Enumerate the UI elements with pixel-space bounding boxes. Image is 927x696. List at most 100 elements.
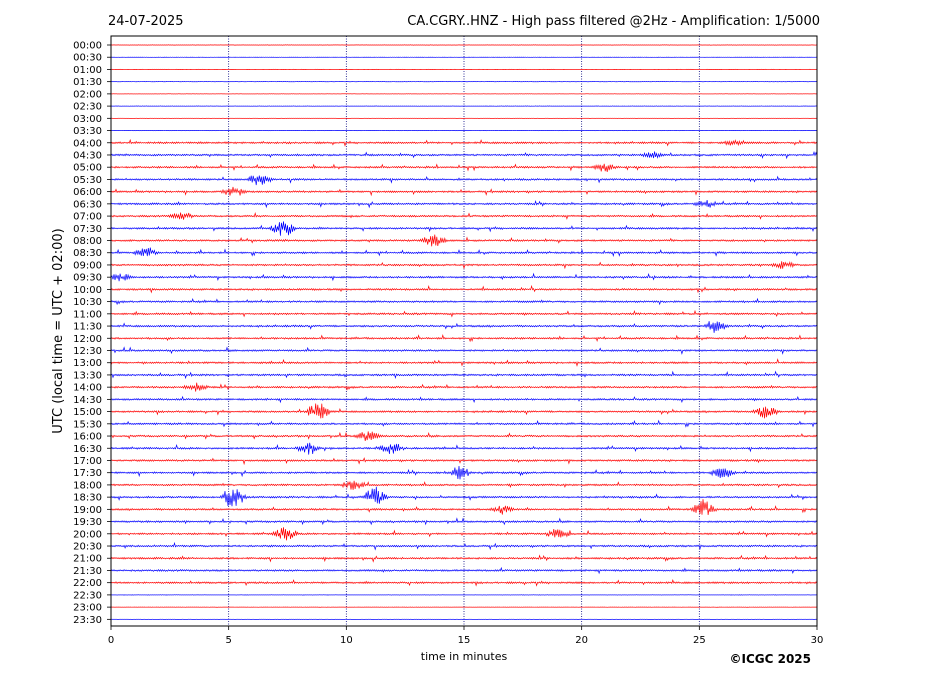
y-tick-label: 20:00 — [73, 529, 102, 540]
trace-row-1300 — [110, 358, 818, 367]
trace-row-1700 — [110, 457, 818, 466]
y-tick-label: 12:00 — [73, 334, 102, 345]
y-tick-label: 05:30 — [73, 175, 102, 186]
x-tick-label: 0 — [108, 635, 114, 646]
y-tick-label: 06:00 — [73, 187, 102, 198]
trace-row-1800 — [110, 480, 818, 490]
y-tick-label: 08:30 — [73, 248, 102, 259]
trace-row-1330 — [110, 370, 818, 380]
y-tick-label: 08:00 — [73, 236, 102, 247]
trace-row-1000 — [110, 284, 818, 294]
y-tick-label: 21:00 — [73, 554, 102, 565]
y-tick-label: 07:30 — [73, 224, 102, 235]
trace-row-1430 — [110, 395, 818, 404]
trace-row-0930 — [110, 272, 818, 282]
trace-rows — [110, 44, 818, 620]
y-tick-label: 03:30 — [73, 126, 102, 137]
trace-row-2200 — [110, 578, 818, 587]
trace-row-1030 — [110, 297, 818, 306]
y-tick-label: 02:00 — [73, 89, 102, 100]
x-tick-label: 20 — [575, 635, 588, 646]
copyright-label: ©ICGC 2025 — [729, 652, 811, 666]
trace-row-0400 — [110, 138, 818, 147]
trace-row-0530 — [110, 175, 818, 186]
x-axis-ticks: 0 5 10 15 20 25 30 — [108, 626, 824, 646]
y-tick-label: 19:00 — [73, 505, 102, 516]
y-tick-label: 05:00 — [73, 163, 102, 174]
y-tick-label: 06:30 — [73, 199, 102, 210]
y-tick-label: 00:00 — [73, 41, 102, 52]
y-tick-label: 18:00 — [73, 480, 102, 491]
date-label: 24-07-2025 — [108, 14, 184, 29]
y-tick-label: 16:00 — [73, 432, 102, 443]
y-tick-label: 00:30 — [73, 53, 102, 64]
y-tick-label: 13:30 — [73, 370, 102, 381]
y-tick-label: 14:30 — [73, 395, 102, 406]
trace-row-2030 — [110, 541, 818, 551]
trace-row-1600 — [110, 431, 818, 441]
trace-row-0430 — [110, 151, 818, 160]
trace-row-0800 — [110, 234, 818, 247]
trace-row-1400 — [110, 382, 818, 392]
y-tick-label: 15:30 — [73, 419, 102, 430]
trace-row-0900 — [110, 261, 818, 270]
trace-row-0500 — [110, 163, 818, 172]
y-tick-label: 22:00 — [73, 578, 102, 589]
y-tick-label: 01:00 — [73, 65, 102, 76]
y-tick-label: 23:30 — [73, 615, 102, 626]
x-tick-label: 5 — [225, 635, 231, 646]
y-tick-label: 21:30 — [73, 566, 102, 577]
y-tick-label: 15:00 — [73, 407, 102, 418]
y-tick-label: 22:30 — [73, 590, 102, 601]
y-tick-label: 13:00 — [73, 358, 102, 369]
trace-row-1900 — [110, 499, 818, 516]
trace-row-0830 — [110, 247, 818, 258]
y-tick-label: 04:00 — [73, 138, 102, 149]
trace-row-1500 — [110, 403, 818, 419]
x-tick-label: 10 — [340, 635, 353, 646]
y-tick-label: 11:30 — [73, 322, 102, 333]
y-tick-label: 01:30 — [73, 77, 102, 88]
trace-row-0700 — [110, 212, 818, 220]
trace-row-1830 — [110, 486, 818, 507]
trace-row-1930 — [110, 517, 818, 526]
trace-row-1230 — [110, 346, 818, 355]
y-tick-label: 19:30 — [73, 517, 102, 528]
y-tick-label: 11:00 — [73, 309, 102, 320]
trace-row-2100 — [110, 554, 818, 563]
trace-row-1200 — [110, 334, 818, 343]
x-tick-label: 30 — [811, 635, 824, 646]
trace-row-0600 — [110, 186, 818, 197]
chart-title: CA.CGRY..HNZ - High pass filtered @2Hz -… — [407, 14, 820, 29]
x-tick-label: 25 — [693, 635, 706, 646]
vertical-gridlines — [228, 36, 700, 626]
y-tick-label: 07:00 — [73, 212, 102, 223]
y-tick-label: 20:30 — [73, 542, 102, 553]
trace-row-1100 — [110, 309, 818, 318]
y-tick-label: 10:00 — [73, 285, 102, 296]
y-tick-label: 23:00 — [73, 603, 102, 614]
y-tick-label: 17:00 — [73, 456, 102, 467]
trace-row-2130 — [110, 566, 818, 575]
y-tick-label: 10:30 — [73, 297, 102, 308]
y-tick-label: 14:00 — [73, 383, 102, 394]
y-tick-label: 03:00 — [73, 114, 102, 125]
x-tick-label: 15 — [458, 635, 471, 646]
trace-row-1730 — [110, 465, 818, 480]
trace-row-0630 — [110, 200, 818, 209]
trace-row-1530 — [110, 419, 818, 428]
y-tick-label: 18:30 — [73, 493, 102, 504]
trace-row-1130 — [110, 321, 818, 333]
trace-row-2000 — [110, 527, 818, 541]
trace-row-1630 — [110, 442, 818, 455]
y-tick-label: 17:30 — [73, 468, 102, 479]
y-tick-label: 04:30 — [73, 150, 102, 161]
y-tick-label: 12:30 — [73, 346, 102, 357]
y-tick-label: 02:30 — [73, 102, 102, 113]
y-axis-label: UTC (local time = UTC + 02:00) — [51, 228, 66, 433]
trace-row-0730 — [110, 221, 818, 236]
x-axis-label: time in minutes — [421, 650, 508, 663]
y-tick-label: 16:30 — [73, 444, 102, 455]
